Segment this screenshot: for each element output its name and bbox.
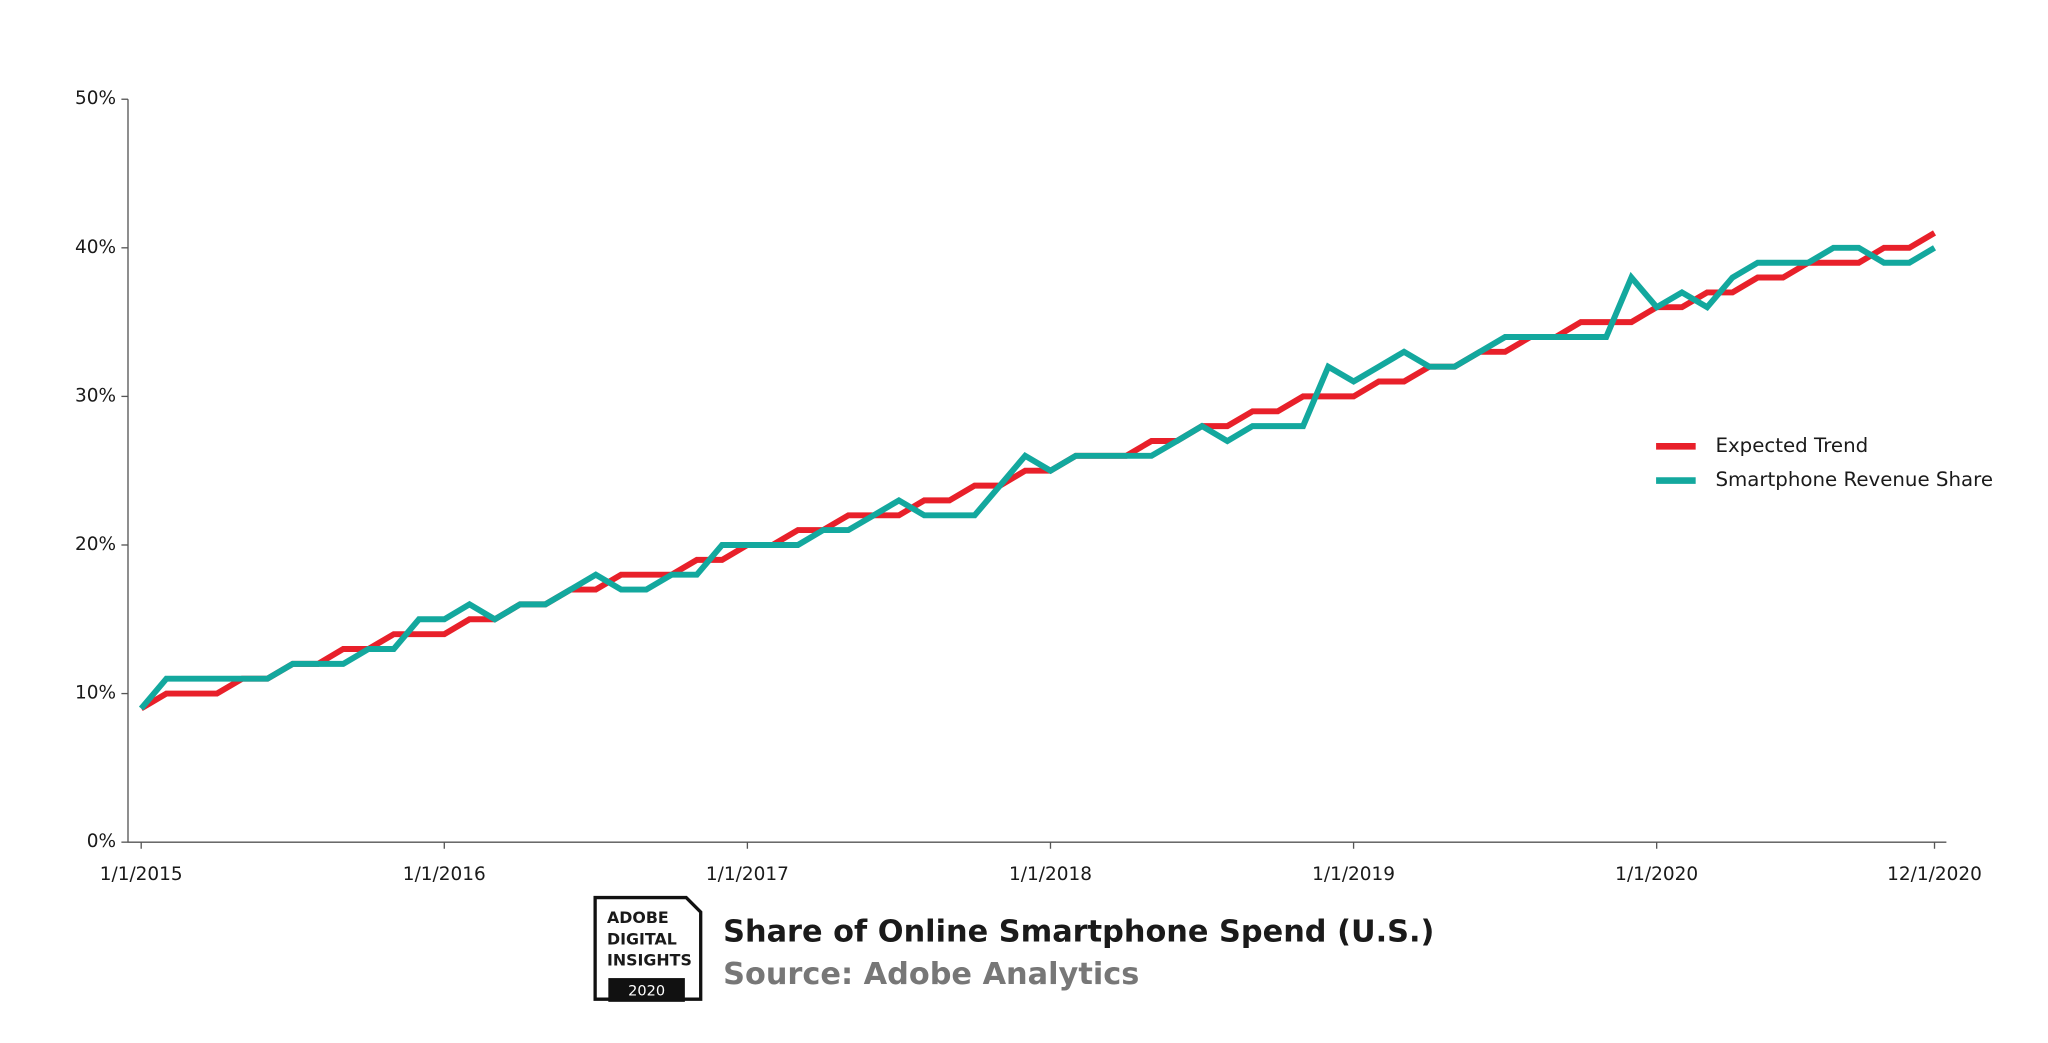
series-line [139, 230, 1937, 712]
x-tick-label: 1/1/2019 [1312, 864, 1395, 885]
chart-subtitle: Source: Adobe Analytics [723, 957, 1139, 992]
legend-label: Expected Trend [1715, 434, 1868, 457]
legend-label: Smartphone Revenue Share [1715, 468, 1993, 491]
logo-text: DIGITAL [607, 929, 677, 948]
x-tick-label: 1/1/2015 [100, 864, 183, 885]
series-line [138, 244, 1937, 711]
logo-year: 2020 [628, 983, 665, 999]
x-tick-label: 1/1/2017 [706, 864, 789, 885]
logo-year-box [608, 978, 685, 1002]
y-tick-label: 30% [75, 385, 116, 406]
logo-text: INSIGHTS [607, 950, 692, 969]
y-tick-label: 20% [75, 534, 116, 555]
y-tick-label: 10% [75, 683, 116, 704]
x-tick-label: 1/1/2016 [403, 864, 486, 885]
x-tick-label: 1/1/2020 [1615, 864, 1698, 885]
y-tick-label: 0% [87, 831, 116, 852]
y-tick-label: 40% [75, 237, 116, 258]
logo-frame [593, 895, 703, 1001]
logo: ADOBE DIGITAL INSIGHTS 2020 [593, 895, 703, 1002]
chart-title: Share of Online Smartphone Spend (U.S.) [723, 915, 1434, 950]
x-tick-label: 12/1/2020 [1887, 864, 1982, 885]
x-tick-label: 1/1/2018 [1009, 864, 1092, 885]
logo-text: ADOBE [607, 908, 669, 927]
y-tick-label: 50% [75, 88, 116, 109]
